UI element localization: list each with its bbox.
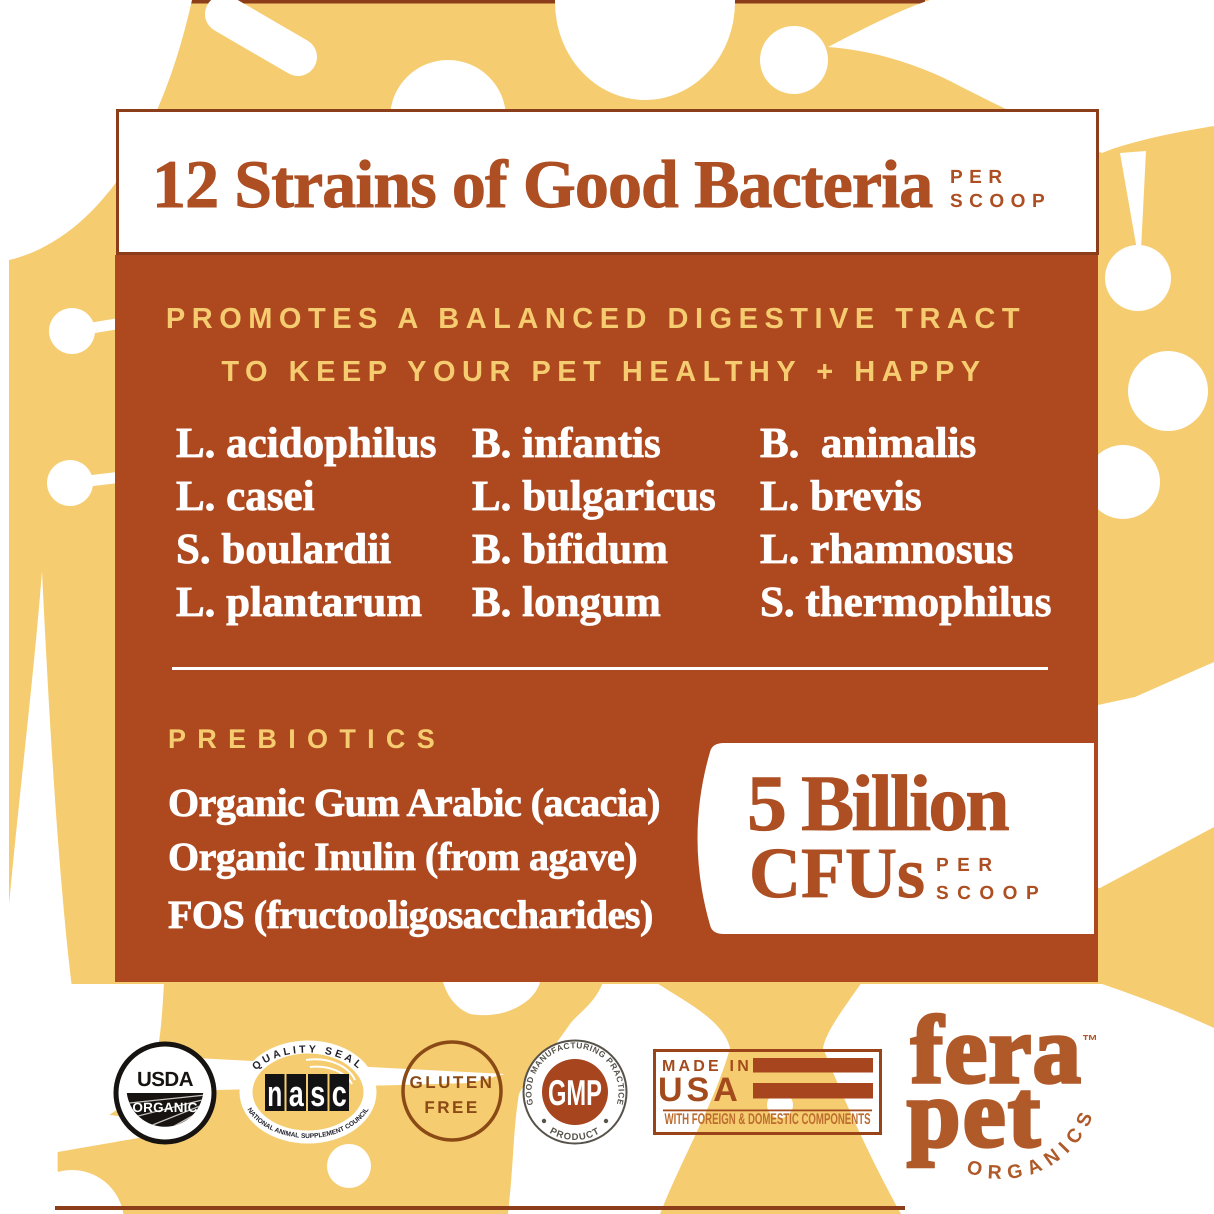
- svg-text:USDA: USDA: [137, 1068, 194, 1091]
- svg-text:USA: USA: [658, 1071, 742, 1109]
- svg-text:WITH FOREIGN & DOMESTIC COMPON: WITH FOREIGN & DOMESTIC COMPONENTS: [665, 1111, 871, 1128]
- svg-text:n: n: [267, 1073, 282, 1114]
- svg-text:s: s: [310, 1073, 325, 1114]
- svg-text:GLUTEN: GLUTEN: [410, 1073, 495, 1092]
- svg-text:c: c: [332, 1073, 347, 1114]
- svg-text:fera: fera: [911, 996, 1082, 1103]
- svg-text:PRODUCT: PRODUCT: [548, 1126, 602, 1143]
- svg-text:pet: pet: [907, 1060, 1042, 1167]
- svg-text:MADE IN: MADE IN: [662, 1058, 752, 1075]
- svg-text:a: a: [289, 1073, 305, 1114]
- svg-text:GMP: GMP: [548, 1072, 602, 1113]
- svg-text:™: ™: [1082, 1033, 1098, 1050]
- svg-text:FREE: FREE: [424, 1098, 479, 1117]
- svg-text:ORGANIC: ORGANIC: [132, 1100, 197, 1115]
